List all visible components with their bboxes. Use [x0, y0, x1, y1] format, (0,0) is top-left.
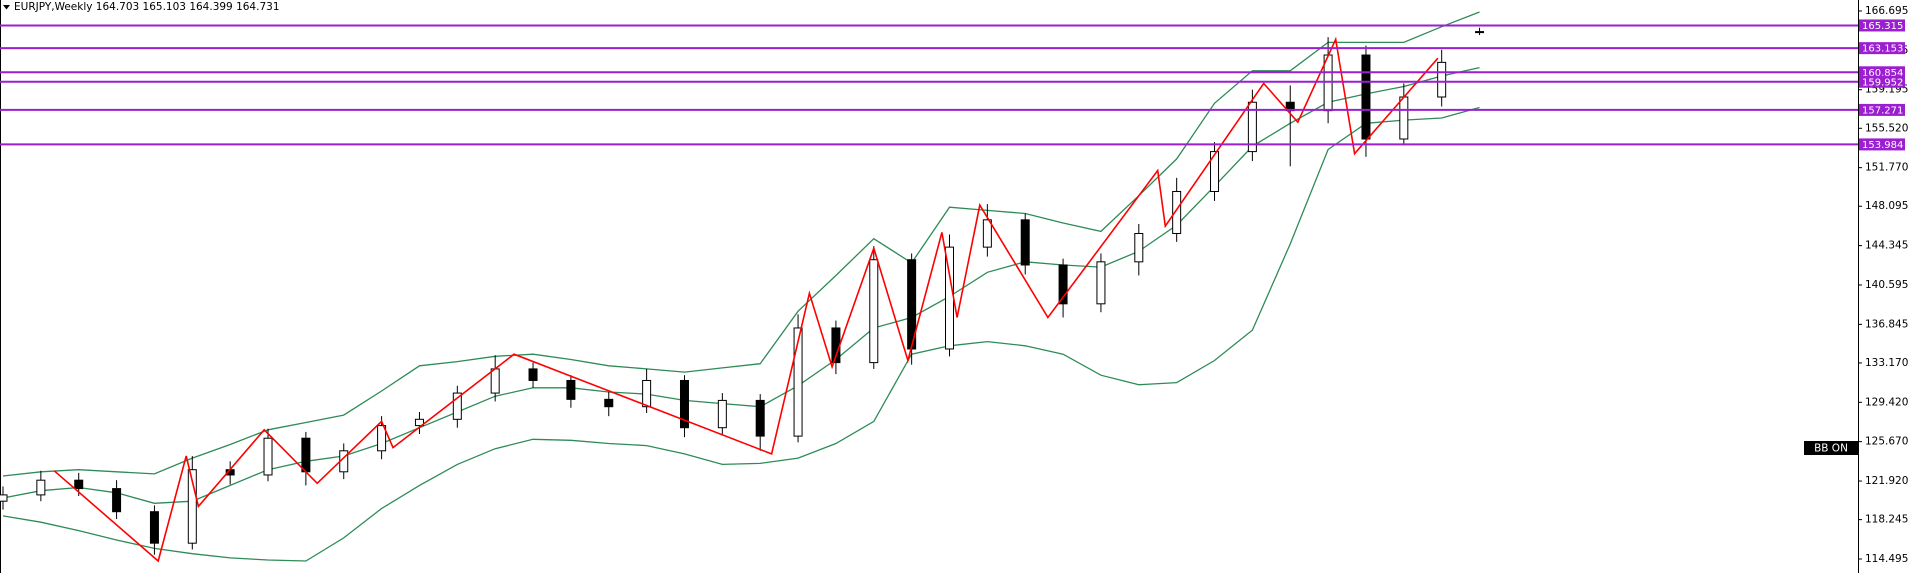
y-tick-label: 125.670: [1865, 436, 1908, 448]
candle-body: [112, 488, 122, 513]
y-tick-label: 144.345: [1865, 240, 1908, 252]
candle-body: [1475, 31, 1485, 34]
level-label-bg: [1859, 66, 1905, 79]
candle-body: [377, 425, 387, 452]
y-tick-label: 151.770: [1865, 162, 1908, 174]
badge-bg: [1804, 441, 1859, 455]
candle-body: [528, 368, 538, 381]
candle-body: [452, 392, 462, 420]
level-label-bg: [1859, 138, 1905, 151]
level-label-bg: [1859, 42, 1905, 55]
level-label: 159.952: [1862, 77, 1903, 88]
y-tick-label: 121.920: [1865, 475, 1908, 487]
candle-body: [1361, 54, 1371, 140]
candle-body: [1058, 264, 1068, 305]
candle-body: [74, 479, 84, 490]
candle-body: [1437, 61, 1447, 98]
candle-body: [36, 479, 46, 496]
y-tick-label: 136.845: [1865, 318, 1908, 330]
y-tick-label: 133.170: [1865, 357, 1908, 369]
candle-body: [1210, 151, 1220, 192]
candle-body: [793, 327, 803, 437]
candle-body: [1172, 190, 1182, 234]
bollinger-middle: [2, 66, 1480, 504]
candle-body: [566, 379, 576, 400]
level-label-bg: [1859, 103, 1905, 116]
candle-body: [1020, 219, 1030, 266]
bollinger-lower: [2, 106, 1480, 562]
candle-body: [869, 259, 879, 364]
candle-body: [642, 379, 652, 408]
candle-body: [0, 494, 8, 502]
chart-title: EURJPY,Weekly 164.703 165.103 164.399 16…: [14, 1, 280, 13]
candle-body: [982, 219, 992, 248]
candle-body: [604, 398, 614, 408]
level-label-bg: [1859, 75, 1905, 88]
candle-body: [755, 399, 765, 437]
y-tick-label: 114.495: [1865, 553, 1908, 565]
level-label-bg: [1859, 19, 1905, 32]
candle-body: [717, 399, 727, 429]
bollinger-upper: [2, 11, 1480, 477]
level-label: 163.153: [1862, 44, 1903, 55]
candle-body: [1399, 96, 1409, 140]
y-tick-label: 129.420: [1865, 396, 1908, 408]
y-tick-label: 140.595: [1865, 279, 1908, 291]
candle-body: [490, 368, 500, 394]
level-label: 157.271: [1862, 105, 1903, 116]
y-tick-label: 166.695: [1865, 5, 1908, 17]
zigzag: [53, 36, 1439, 563]
candle-body: [1134, 232, 1144, 263]
candle-body: [263, 437, 273, 476]
badge-text: BB ON: [1814, 443, 1848, 455]
menu-triangle[interactable]: [3, 5, 10, 10]
y-tick-label: 155.520: [1865, 122, 1908, 134]
level-label: 153.984: [1862, 140, 1903, 151]
candle-body: [149, 511, 159, 544]
y-tick-label: 118.245: [1865, 514, 1908, 526]
candle-body: [1096, 261, 1106, 305]
level-label: 160.854: [1862, 68, 1903, 79]
candle-body: [187, 469, 197, 544]
level-label: 165.315: [1862, 21, 1903, 32]
candle-body: [679, 379, 689, 429]
y-tick-label: 148.095: [1865, 200, 1908, 212]
candle-body: [301, 437, 311, 473]
candle-body: [414, 418, 424, 427]
candle-body: [1247, 101, 1257, 153]
